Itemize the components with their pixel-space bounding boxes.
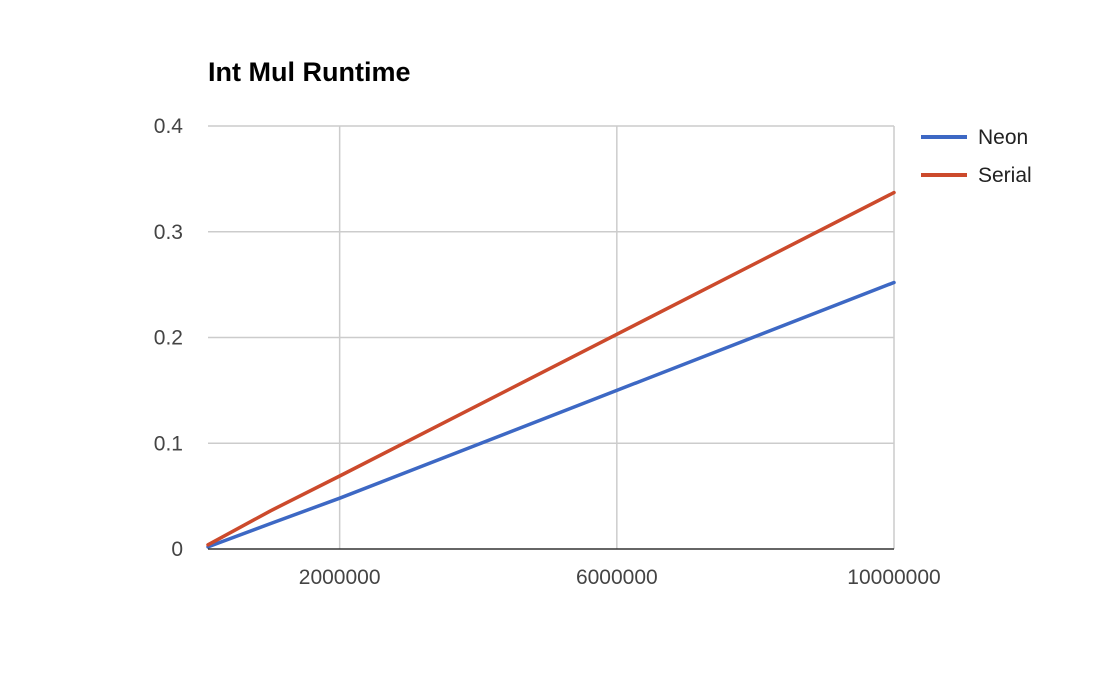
axes: 0 0.1 0.2 0.3 0.4 2000000 6000000 10000000 [154, 115, 941, 589]
x-tick-label: 6000000 [576, 566, 658, 589]
series-line-serial [206, 190, 896, 547]
y-tick-label: 0.3 [154, 221, 183, 244]
legend-label-neon: Neon [978, 126, 1028, 149]
x-tick-label: 10000000 [847, 566, 940, 589]
grid-lines [208, 125, 895, 549]
y-tick-label: 0 [171, 538, 183, 561]
x-tick-label: 2000000 [299, 566, 381, 589]
legend: Neon Serial [921, 126, 1032, 187]
legend-label-serial: Serial [978, 164, 1032, 187]
y-tick-label: 0.4 [154, 115, 184, 138]
series-lines [206, 190, 896, 549]
y-tick-label: 0.1 [154, 432, 183, 455]
series-line-neon [206, 280, 896, 549]
y-tick-label: 0.2 [154, 327, 183, 350]
chart-title: Int Mul Runtime [208, 57, 410, 87]
